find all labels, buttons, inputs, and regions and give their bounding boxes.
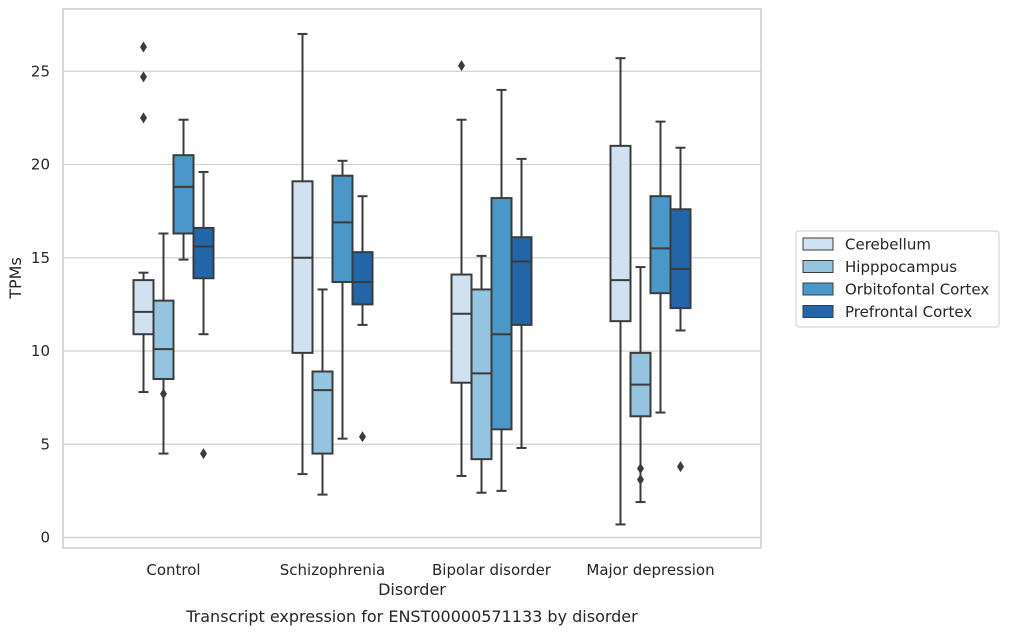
legend-frame xyxy=(795,230,1000,328)
box-hipppocampus xyxy=(311,288,334,496)
y-tick-label: 10 xyxy=(31,342,50,360)
box-iqr xyxy=(311,370,334,455)
box-iqr xyxy=(510,236,533,326)
legend-label: Orbitofontal Cortex xyxy=(845,281,989,299)
y-tick-label: 20 xyxy=(31,156,50,174)
outlier-point xyxy=(140,112,147,124)
outlier-point xyxy=(359,431,366,443)
box-hipppocampus xyxy=(629,266,652,504)
box-prefrontal-cortex xyxy=(510,157,533,449)
box-hipppocampus xyxy=(470,254,493,494)
x-axis-title: Disorder xyxy=(378,580,446,599)
outlier-point xyxy=(160,388,167,400)
legend-swatch xyxy=(802,282,834,296)
x-tick-label: Control xyxy=(146,561,200,579)
y-tick-label: 0 xyxy=(40,529,50,547)
legend-label: Cerebellum xyxy=(845,236,931,254)
box-hipppocampus xyxy=(152,232,175,455)
y-tick-label: 15 xyxy=(31,249,50,267)
y-axis-title: TPMs xyxy=(6,257,25,300)
box-orbitofontal-cortex xyxy=(331,159,354,440)
box-iqr xyxy=(132,279,155,336)
box-iqr xyxy=(669,208,692,310)
box-cerebellum xyxy=(291,32,314,476)
box-prefrontal-cortex xyxy=(351,195,374,443)
outlier-point xyxy=(637,474,644,486)
box-orbitofontal-cortex xyxy=(172,118,195,261)
box-iqr xyxy=(649,195,672,295)
box-iqr xyxy=(331,174,354,283)
outlier-point xyxy=(677,461,684,473)
x-tick-label: Schizophrenia xyxy=(280,561,385,579)
box-series xyxy=(132,32,692,526)
box-prefrontal-cortex xyxy=(192,170,215,460)
outlier-point xyxy=(458,60,465,72)
x-axis-ticks: Control Schizophrenia Bipolar disorder Majo… xyxy=(146,561,714,579)
box-iqr xyxy=(192,226,215,280)
legend-label: Prefrontal Cortex xyxy=(845,303,972,321)
x-tick-label: Major depression xyxy=(586,561,714,579)
box-iqr xyxy=(351,251,374,306)
outlier-point xyxy=(637,462,644,474)
box-iqr xyxy=(450,273,473,384)
legend: Cerebellum Hipppocampus Orbitofontal Corte… xyxy=(795,230,1000,328)
box-cerebellum xyxy=(450,60,473,477)
box-cerebellum xyxy=(609,57,632,526)
box-orbitofontal-cortex xyxy=(490,88,513,492)
plot-area-frame xyxy=(62,8,762,549)
box-prefrontal-cortex xyxy=(669,146,692,473)
outlier-point xyxy=(200,448,207,460)
box-orbitofontal-cortex xyxy=(649,120,672,414)
figure-caption: Transcript expression for ENST0000057113… xyxy=(185,607,638,626)
legend-swatch xyxy=(802,237,834,251)
box-iqr xyxy=(609,144,632,323)
x-tick-label: Bipolar disorder xyxy=(432,561,552,579)
outlier-point xyxy=(140,71,147,83)
box-iqr xyxy=(152,299,175,380)
y-tick-label: 25 xyxy=(31,62,50,80)
legend-swatch xyxy=(802,305,834,318)
box-iqr xyxy=(490,197,513,431)
box-iqr xyxy=(172,154,195,235)
box-cerebellum xyxy=(132,41,155,394)
y-tick-label: 5 xyxy=(40,435,50,453)
box-iqr xyxy=(291,180,314,354)
outlier-point xyxy=(140,41,147,53)
legend-swatch xyxy=(802,260,834,273)
legend-label: Hipppocampus xyxy=(845,258,957,276)
y-axis-ticks: 0 5 10 15 20 25 xyxy=(31,62,50,546)
